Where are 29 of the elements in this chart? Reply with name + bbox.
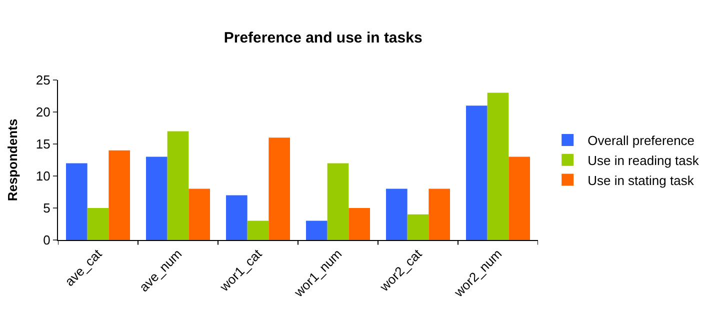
bar xyxy=(306,220,328,240)
bar xyxy=(108,150,130,240)
bar xyxy=(386,188,408,240)
bar xyxy=(487,92,509,240)
bar xyxy=(348,208,370,240)
y-tick-label: 10 xyxy=(36,168,50,184)
y-tick-label: 5 xyxy=(43,200,50,216)
bar xyxy=(508,156,530,240)
bar xyxy=(188,188,210,240)
bar xyxy=(167,131,189,240)
y-axis-title: Respondents xyxy=(4,118,20,202)
bar xyxy=(87,208,109,240)
bar xyxy=(268,138,290,240)
y-tick-label: 15 xyxy=(36,136,50,152)
legend-label: Overall preference xyxy=(588,133,695,148)
bar xyxy=(327,163,349,240)
bar xyxy=(226,195,248,240)
bar xyxy=(66,163,88,240)
legend-label: Use in stating task xyxy=(588,172,694,188)
y-tick-label: 20 xyxy=(36,104,50,120)
bar xyxy=(146,156,168,240)
y-tick-label: 0 xyxy=(43,232,50,248)
legend-label: Use in reading task xyxy=(588,152,700,168)
bar xyxy=(247,220,269,240)
chart-title: Preference and use in tasks xyxy=(224,30,422,46)
bar xyxy=(407,214,429,240)
bar xyxy=(466,106,488,240)
y-tick-label: 25 xyxy=(36,72,50,88)
bar xyxy=(428,188,450,240)
